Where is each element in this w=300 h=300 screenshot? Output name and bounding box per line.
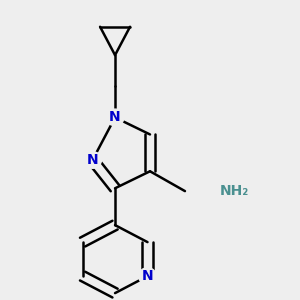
Circle shape xyxy=(139,268,156,284)
Text: N: N xyxy=(142,269,153,283)
Circle shape xyxy=(84,152,101,168)
Text: N: N xyxy=(87,153,98,167)
Circle shape xyxy=(106,109,124,126)
Text: N: N xyxy=(109,110,121,124)
Text: NH₂: NH₂ xyxy=(220,184,249,198)
Circle shape xyxy=(204,176,236,206)
